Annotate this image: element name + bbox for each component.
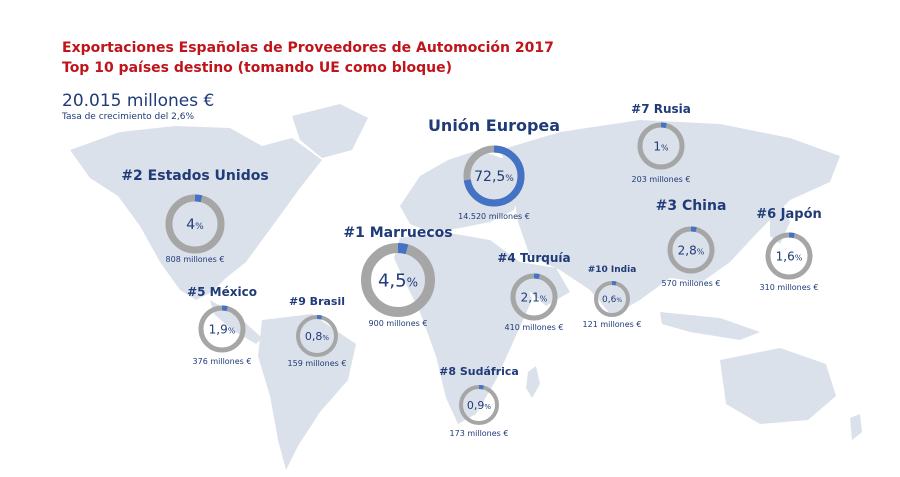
donut-item: #6 Japón 1,6% 310 millones €: [756, 207, 822, 292]
donut-item: #7 Rusia 1% 203 millones €: [631, 102, 691, 184]
donut-label: #9 Brasil: [289, 295, 345, 308]
map-new-zealand: [850, 414, 862, 440]
donut-value: 310 millones €: [760, 283, 819, 292]
donut-slice: [637, 122, 685, 170]
map-central-america: [210, 300, 262, 344]
donut-label: #7 Rusia: [631, 102, 691, 116]
donut-percent: 0,9%: [467, 399, 492, 412]
donut-value: 14.520 millones €: [458, 212, 530, 221]
donut-item: #8 Sudáfrica 0,9% 173 millones €: [439, 365, 519, 438]
donut-percent: 1%: [653, 139, 669, 153]
donut-value: 900 millones €: [369, 319, 428, 328]
map-indonesia: [660, 312, 760, 340]
percent-sign: %: [407, 275, 418, 289]
donut-label: Unión Europea: [428, 116, 560, 135]
donut-value: 159 millones €: [288, 359, 347, 368]
donut-slice: [165, 194, 225, 254]
donut-percent: 4,5%: [378, 270, 418, 291]
donut-value: 410 millones €: [505, 323, 564, 332]
map-north-america: [70, 126, 322, 300]
donut-slice: [765, 232, 813, 280]
donut-slice: [667, 226, 715, 274]
donut-value: 808 millones €: [166, 255, 225, 264]
map-greenland: [292, 104, 368, 158]
donut-value: 376 millones €: [193, 357, 252, 366]
total-exports: 20.015 millones €: [62, 91, 215, 111]
donut-slice: [296, 315, 338, 357]
map-arabia: [520, 262, 570, 306]
map-japan: [770, 202, 790, 244]
map-asia: [500, 120, 840, 316]
donut-label: #8 Sudáfrica: [439, 365, 519, 378]
donut-percent: 4%: [186, 217, 204, 233]
donut-slice: [594, 281, 630, 317]
donut-item: #5 México 1,9% 376 millones €: [187, 285, 257, 366]
percent-sign: %: [322, 334, 329, 342]
donut-value: 203 millones €: [632, 175, 691, 184]
donut-value: 173 millones €: [450, 429, 509, 438]
percent-sign: %: [505, 174, 514, 184]
donut-percent: 72,5%: [474, 169, 514, 185]
growth-rate: Tasa de crecimiento del 2,6%: [62, 112, 195, 122]
donut-label: #10 India: [588, 265, 637, 275]
percent-sign: %: [195, 222, 204, 232]
percent-sign: %: [228, 326, 236, 335]
donut-item: #4 Turquía 2,1% 410 millones €: [497, 251, 570, 332]
donut-item: #10 India 0,6% 121 millones €: [583, 265, 642, 329]
percent-sign: %: [661, 143, 669, 152]
percent-sign: %: [484, 403, 491, 411]
donut-item: Unión Europea 72,5% 14.520 millones €: [428, 116, 560, 221]
donut-percent: 1,6%: [776, 249, 803, 263]
chart-title: Exportaciones Españolas de Proveedores d…: [62, 40, 554, 56]
percent-sign: %: [697, 247, 705, 256]
percent-sign: %: [540, 294, 548, 303]
map-europe: [400, 150, 522, 232]
donut-slice: [198, 305, 246, 353]
donut-item: #3 China 2,8% 570 millones €: [656, 198, 727, 288]
donut-label: #6 Japón: [756, 207, 822, 222]
donut-label: #5 México: [187, 285, 257, 299]
donut-label: #4 Turquía: [497, 251, 570, 265]
donut-item: #9 Brasil 0,8% 159 millones €: [288, 295, 347, 368]
donut-percent: 2,1%: [521, 290, 548, 304]
percent-sign: %: [795, 253, 803, 262]
donut-slice: [361, 243, 435, 317]
donut-item: #2 Estados Unidos 4% 808 millones €: [121, 168, 268, 264]
percent-sign: %: [616, 297, 622, 304]
donut-label: #2 Estados Unidos: [121, 168, 268, 184]
donut-slice: [463, 145, 525, 207]
map-australia: [720, 348, 836, 424]
donut-percent: 1,9%: [209, 322, 236, 336]
donut-slice: [510, 273, 558, 321]
donut-item: #1 Marruecos 4,5% 900 millones €: [343, 225, 452, 328]
donut-label: #1 Marruecos: [343, 225, 452, 241]
chart-subtitle: Top 10 países destino (tomando UE como b…: [62, 60, 453, 76]
donut-percent: 0,6%: [602, 295, 622, 305]
donut-slice: [459, 385, 499, 425]
donut-value: 121 millones €: [583, 320, 642, 329]
map-south-america: [258, 314, 356, 470]
donut-percent: 2,8%: [678, 243, 705, 257]
donut-label: #3 China: [656, 198, 727, 214]
map-madagascar: [526, 366, 540, 398]
donut-percent: 0,8%: [305, 330, 330, 343]
donut-value: 570 millones €: [662, 279, 721, 288]
